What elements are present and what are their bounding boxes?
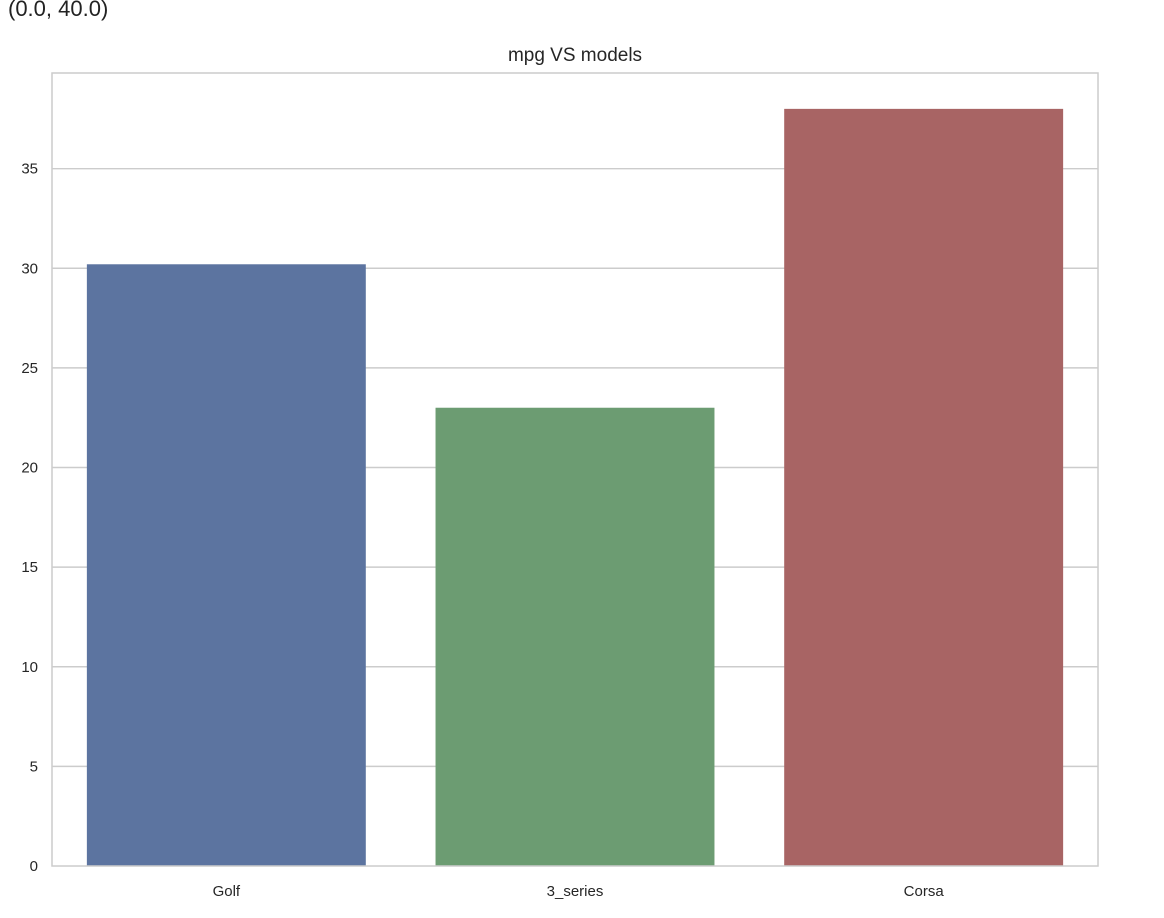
- y-tick-label: 10: [21, 659, 38, 676]
- y-tick-label: 5: [30, 758, 38, 775]
- plot-frame: [51, 72, 1099, 867]
- y-tick-label: 15: [21, 559, 38, 576]
- bars-layer: [86, 108, 1064, 866]
- y-tick-label: 25: [21, 360, 38, 377]
- bar-corsa: [784, 108, 1064, 866]
- x-tick-label: Golf: [213, 883, 241, 900]
- y-tick-label: 0: [30, 858, 38, 875]
- y-tick-labels: 0 5 10 15 20 25 30 35: [21, 161, 38, 875]
- y-tick-label: 30: [21, 260, 38, 277]
- x-tick-labels: Golf 3_series Corsa: [213, 883, 945, 900]
- bar-golf: [86, 264, 366, 866]
- x-tick-label: 3_series: [547, 883, 604, 900]
- y-tick-label: 20: [21, 460, 38, 477]
- bar-3-series: [435, 407, 715, 866]
- x-tick-label: Corsa: [904, 883, 945, 900]
- chart-title: mpg VS models: [508, 45, 642, 66]
- y-tick-label: 35: [21, 161, 38, 178]
- top-cutoff-text: (0.0, 40.0): [8, 0, 109, 21]
